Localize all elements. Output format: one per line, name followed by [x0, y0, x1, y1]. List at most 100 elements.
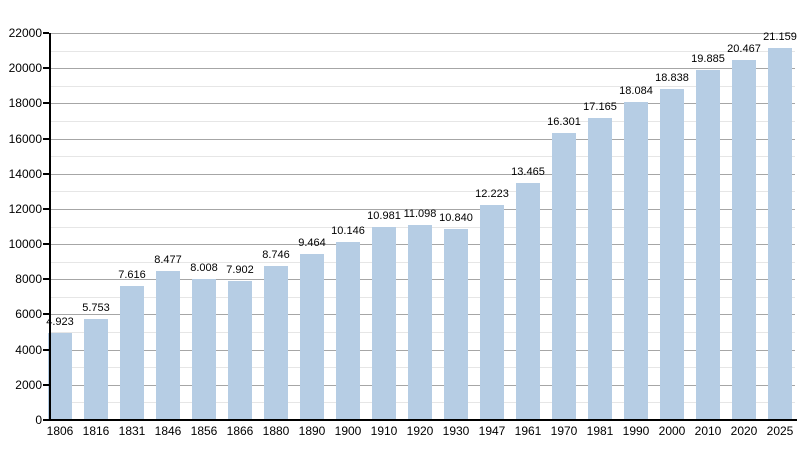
- x-tick-label: 1831: [118, 424, 146, 438]
- bar-value-label: 20.467: [727, 42, 761, 55]
- y-tick-label: 22000: [8, 26, 42, 40]
- y-tick-mark: [43, 137, 49, 140]
- y-tick-label: 14000: [8, 166, 42, 181]
- x-tick-label: 1947: [478, 424, 506, 438]
- bar-value-label: 8.746: [262, 249, 290, 262]
- y-axis-line: [49, 33, 51, 421]
- bar-value-label: 7.616: [118, 269, 146, 282]
- y-tick-mark: [43, 278, 49, 281]
- x-tick-label: 2000: [658, 424, 686, 438]
- bar-value-label: 9.464: [298, 236, 326, 249]
- bar-1947: [480, 205, 504, 420]
- bar-1961: [516, 183, 540, 420]
- major-gridline: [50, 68, 795, 70]
- y-tick-mark: [43, 313, 49, 316]
- bar-value-label: 16.301: [547, 116, 581, 129]
- plot-area: 4.923 5.753 7.616 8.477 8.008 7.902 8.746 9.464…: [46, 30, 797, 420]
- x-tick-label: 2025: [766, 424, 794, 438]
- bar-value-label: 10.146: [331, 224, 365, 237]
- bar-value-label: 5.753: [82, 301, 110, 314]
- bar-value-label: 17.165: [583, 101, 617, 114]
- bar-1846: [156, 270, 180, 420]
- bar-2025: [768, 47, 792, 420]
- bar-1880: [264, 266, 288, 420]
- minor-gridline: [50, 85, 795, 87]
- minor-gridline: [50, 191, 795, 193]
- bar-1816: [84, 318, 108, 420]
- bar-1856: [192, 279, 216, 420]
- bar-1990: [624, 101, 648, 420]
- bar-1866: [228, 281, 252, 420]
- y-tick-label: 6000: [15, 307, 42, 322]
- bar-1831: [120, 286, 144, 420]
- minor-gridline: [50, 50, 795, 52]
- x-tick-label: 1900: [334, 424, 362, 438]
- bar-value-label: 12.223: [475, 188, 509, 200]
- x-axis-line: [49, 419, 797, 421]
- minor-gridline: [50, 156, 795, 158]
- bar-value-label: 4.923: [46, 316, 74, 329]
- x-tick-label: 1846: [154, 424, 182, 438]
- x-tick-label: 1910: [370, 424, 398, 438]
- major-gridline: [50, 33, 795, 34]
- x-tick-label: 2010: [694, 424, 722, 438]
- y-tick-mark: [43, 67, 49, 70]
- major-gridline: [50, 208, 795, 210]
- bar-value-label: 11.098: [403, 207, 437, 220]
- bar-1806: [48, 333, 72, 420]
- x-tick-label: 1970: [550, 424, 578, 438]
- bar-2020: [732, 59, 756, 420]
- y-tick-mark: [43, 102, 49, 105]
- x-tick-label: 1866: [226, 424, 254, 438]
- bar-value-label: 10.981: [367, 209, 401, 222]
- y-tick-label: 12000: [8, 201, 42, 216]
- bar-2000: [660, 88, 684, 420]
- major-gridline: [50, 138, 795, 140]
- bar-2010: [696, 70, 720, 420]
- y-tick-label: 2000: [15, 377, 42, 392]
- minor-gridline: [50, 120, 795, 122]
- bar-1920: [408, 224, 432, 420]
- y-tick-label: 0: [35, 413, 42, 427]
- y-tick-mark: [43, 383, 49, 386]
- bar-value-label: 8.008: [190, 262, 218, 275]
- bar-value-label: 18.084: [619, 84, 653, 97]
- y-tick-label: 16000: [8, 131, 42, 146]
- y-tick-label: 18000: [8, 96, 42, 111]
- bar-value-label: 19.885: [691, 53, 725, 66]
- bar-1930: [444, 229, 468, 420]
- y-tick-mark: [43, 348, 49, 351]
- y-tick-label: 10000: [8, 237, 42, 252]
- bar-value-label: 18.838: [655, 71, 689, 84]
- major-gridline: [50, 103, 795, 105]
- bar-value-label: 7.902: [226, 264, 254, 276]
- bar-1900: [336, 241, 360, 420]
- x-tick-label: 1930: [442, 424, 470, 438]
- bar-value-label: 21.159: [763, 30, 797, 43]
- x-tick-label: 1920: [406, 424, 434, 438]
- y-tick-label: 8000: [15, 272, 42, 287]
- y-tick-mark: [43, 32, 49, 34]
- y-tick-label: 4000: [15, 342, 42, 357]
- y-tick-mark: [43, 172, 49, 175]
- x-tick-label: 1990: [622, 424, 650, 438]
- x-tick-label: 1890: [298, 424, 326, 438]
- x-tick-label: 1806: [46, 424, 74, 438]
- bar-1981: [588, 118, 612, 420]
- y-tick-mark: [43, 207, 49, 210]
- x-tick-label: 1880: [262, 424, 290, 438]
- bar-1890: [300, 253, 324, 420]
- bar-value-label: 10.840: [439, 212, 473, 225]
- x-tick-label: 2020: [730, 424, 758, 438]
- x-tick-label: 1981: [586, 424, 614, 438]
- y-tick-mark: [43, 419, 49, 421]
- bar-1970: [552, 133, 576, 420]
- bar-value-label: 8.477: [154, 253, 182, 266]
- x-tick-label: 1961: [514, 424, 542, 438]
- bar-value-label: 13.465: [511, 166, 545, 179]
- y-tick-label: 20000: [8, 61, 42, 76]
- bar-1910: [372, 226, 396, 420]
- major-gridline: [50, 173, 795, 175]
- x-tick-label: 1816: [82, 424, 110, 438]
